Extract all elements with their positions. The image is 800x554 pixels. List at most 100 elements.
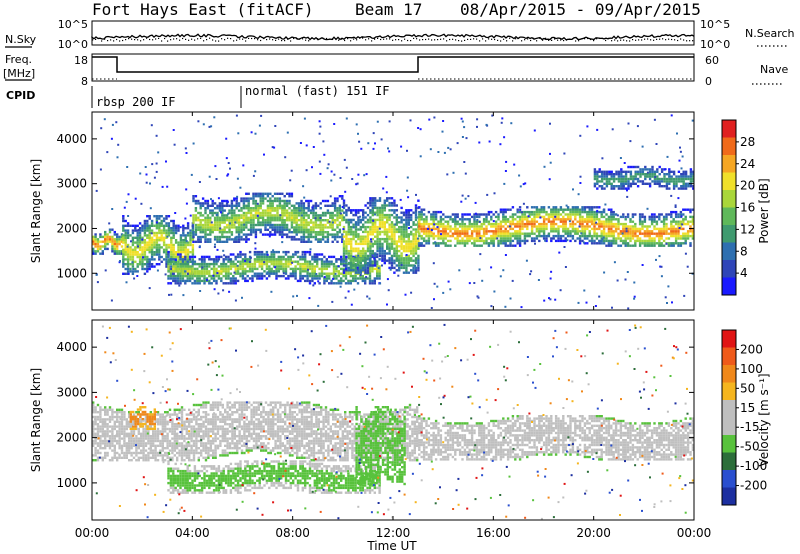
heatmap-cell xyxy=(246,262,249,266)
heatmap-scatter-cell xyxy=(134,197,137,200)
heatmap-cell xyxy=(383,257,386,260)
heatmap-cell xyxy=(174,279,177,283)
heatmap-cell xyxy=(181,262,185,266)
heatmap-cell xyxy=(439,220,443,223)
heatmap-cell xyxy=(400,206,403,210)
heatmap-cell xyxy=(184,241,187,244)
heatmap-cell xyxy=(143,241,147,244)
heatmap-cell xyxy=(566,215,570,219)
heatmap-cell xyxy=(331,226,334,229)
heatmap-cell xyxy=(217,255,221,259)
heatmap-cell xyxy=(239,267,242,271)
heatmap-cell xyxy=(354,228,358,231)
heatmap-cell xyxy=(237,228,241,231)
heatmap-cell xyxy=(576,206,579,209)
heatmap-cell xyxy=(295,219,298,222)
heatmap-cell xyxy=(624,232,627,235)
heatmap-cell xyxy=(94,250,97,253)
heatmap-cell xyxy=(390,242,394,246)
heatmap-cell xyxy=(283,223,286,227)
heatmap-cell xyxy=(684,173,688,176)
heatmap-cell xyxy=(340,282,343,285)
heatmap-cell xyxy=(290,238,294,241)
heatmap-cell xyxy=(237,233,241,236)
heatmap-cell xyxy=(329,211,332,215)
heatmap-cell xyxy=(254,192,258,195)
heatmap-cell xyxy=(118,242,121,246)
heatmap-cell xyxy=(550,227,553,231)
heatmap-cell xyxy=(521,225,524,228)
heatmap-cell xyxy=(369,201,372,205)
heatmap-cell xyxy=(624,234,627,238)
heatmap-cell xyxy=(208,265,211,268)
heatmap-cell xyxy=(235,238,238,241)
heatmap-cell xyxy=(239,265,242,268)
noise-search-point xyxy=(257,39,259,41)
heatmap-cell xyxy=(359,221,362,224)
heatmap-cell xyxy=(509,237,512,240)
heatmap-cell xyxy=(289,262,292,266)
heatmap-cell xyxy=(376,211,379,214)
heatmap-cell xyxy=(224,265,228,268)
noise-search-point xyxy=(419,39,421,41)
heatmap-cell xyxy=(352,274,355,278)
heatmap-cell xyxy=(325,260,328,263)
heatmap-cell xyxy=(402,240,406,243)
heatmap-cell xyxy=(229,265,233,268)
heatmap-cell xyxy=(687,175,690,178)
heatmap-cell xyxy=(538,239,541,243)
heatmap-cell xyxy=(655,215,659,219)
heatmap-cell xyxy=(323,265,326,268)
heatmap-cell xyxy=(439,237,443,240)
noise-search-point xyxy=(428,38,430,40)
heatmap-cell xyxy=(277,265,280,268)
heatmap-cell xyxy=(574,232,577,235)
heatmap-cell xyxy=(352,255,355,259)
heatmap-cell xyxy=(204,219,207,222)
heatmap-cell xyxy=(665,187,669,190)
heatmap-cell xyxy=(634,242,637,245)
heatmap-cell xyxy=(393,254,396,258)
heatmap-cell xyxy=(317,214,320,217)
heatmap-cell xyxy=(94,245,97,248)
heatmap-cell xyxy=(347,225,350,229)
heatmap-cell xyxy=(583,210,587,214)
heatmap-cell xyxy=(574,215,577,219)
heatmap-cell xyxy=(427,222,431,226)
heatmap-cell xyxy=(364,259,367,262)
heatmap-cell xyxy=(470,215,474,219)
heatmap-cell xyxy=(304,274,307,278)
heatmap-cell xyxy=(682,170,685,173)
heatmap-cell xyxy=(116,233,119,236)
heatmap-cell xyxy=(235,240,238,243)
heatmap-cell xyxy=(148,224,151,227)
heatmap-cell xyxy=(284,265,288,268)
heatmap-cell xyxy=(590,210,594,214)
heatmap-cell xyxy=(674,237,678,240)
heatmap-cell xyxy=(269,226,272,229)
heatmap-cell xyxy=(603,177,606,181)
heatmap-cell xyxy=(188,277,192,280)
heatmap-cell xyxy=(352,264,355,267)
heatmap-cell xyxy=(357,216,360,219)
heatmap-cell xyxy=(270,255,273,259)
heatmap-cell xyxy=(275,270,278,273)
heatmap-cell xyxy=(402,235,406,238)
heatmap-cell xyxy=(254,207,258,210)
heatmap-cell xyxy=(521,239,524,243)
heatmap-cell xyxy=(593,213,596,216)
heatmap-cell xyxy=(600,230,603,233)
heatmap-cell xyxy=(371,211,374,214)
noise-search-point xyxy=(353,38,355,40)
heatmap-cell xyxy=(643,215,647,219)
heatmap-cell xyxy=(665,185,669,188)
heatmap-cell xyxy=(350,228,353,231)
heatmap-cell xyxy=(311,265,314,268)
heatmap-cell xyxy=(131,248,135,251)
heatmap-cell xyxy=(284,253,288,256)
heatmap-cell xyxy=(200,279,204,283)
heatmap-cell xyxy=(374,230,377,234)
heatmap-cell xyxy=(297,207,301,210)
noise-search-point xyxy=(185,38,187,40)
heatmap-cell xyxy=(247,228,250,231)
